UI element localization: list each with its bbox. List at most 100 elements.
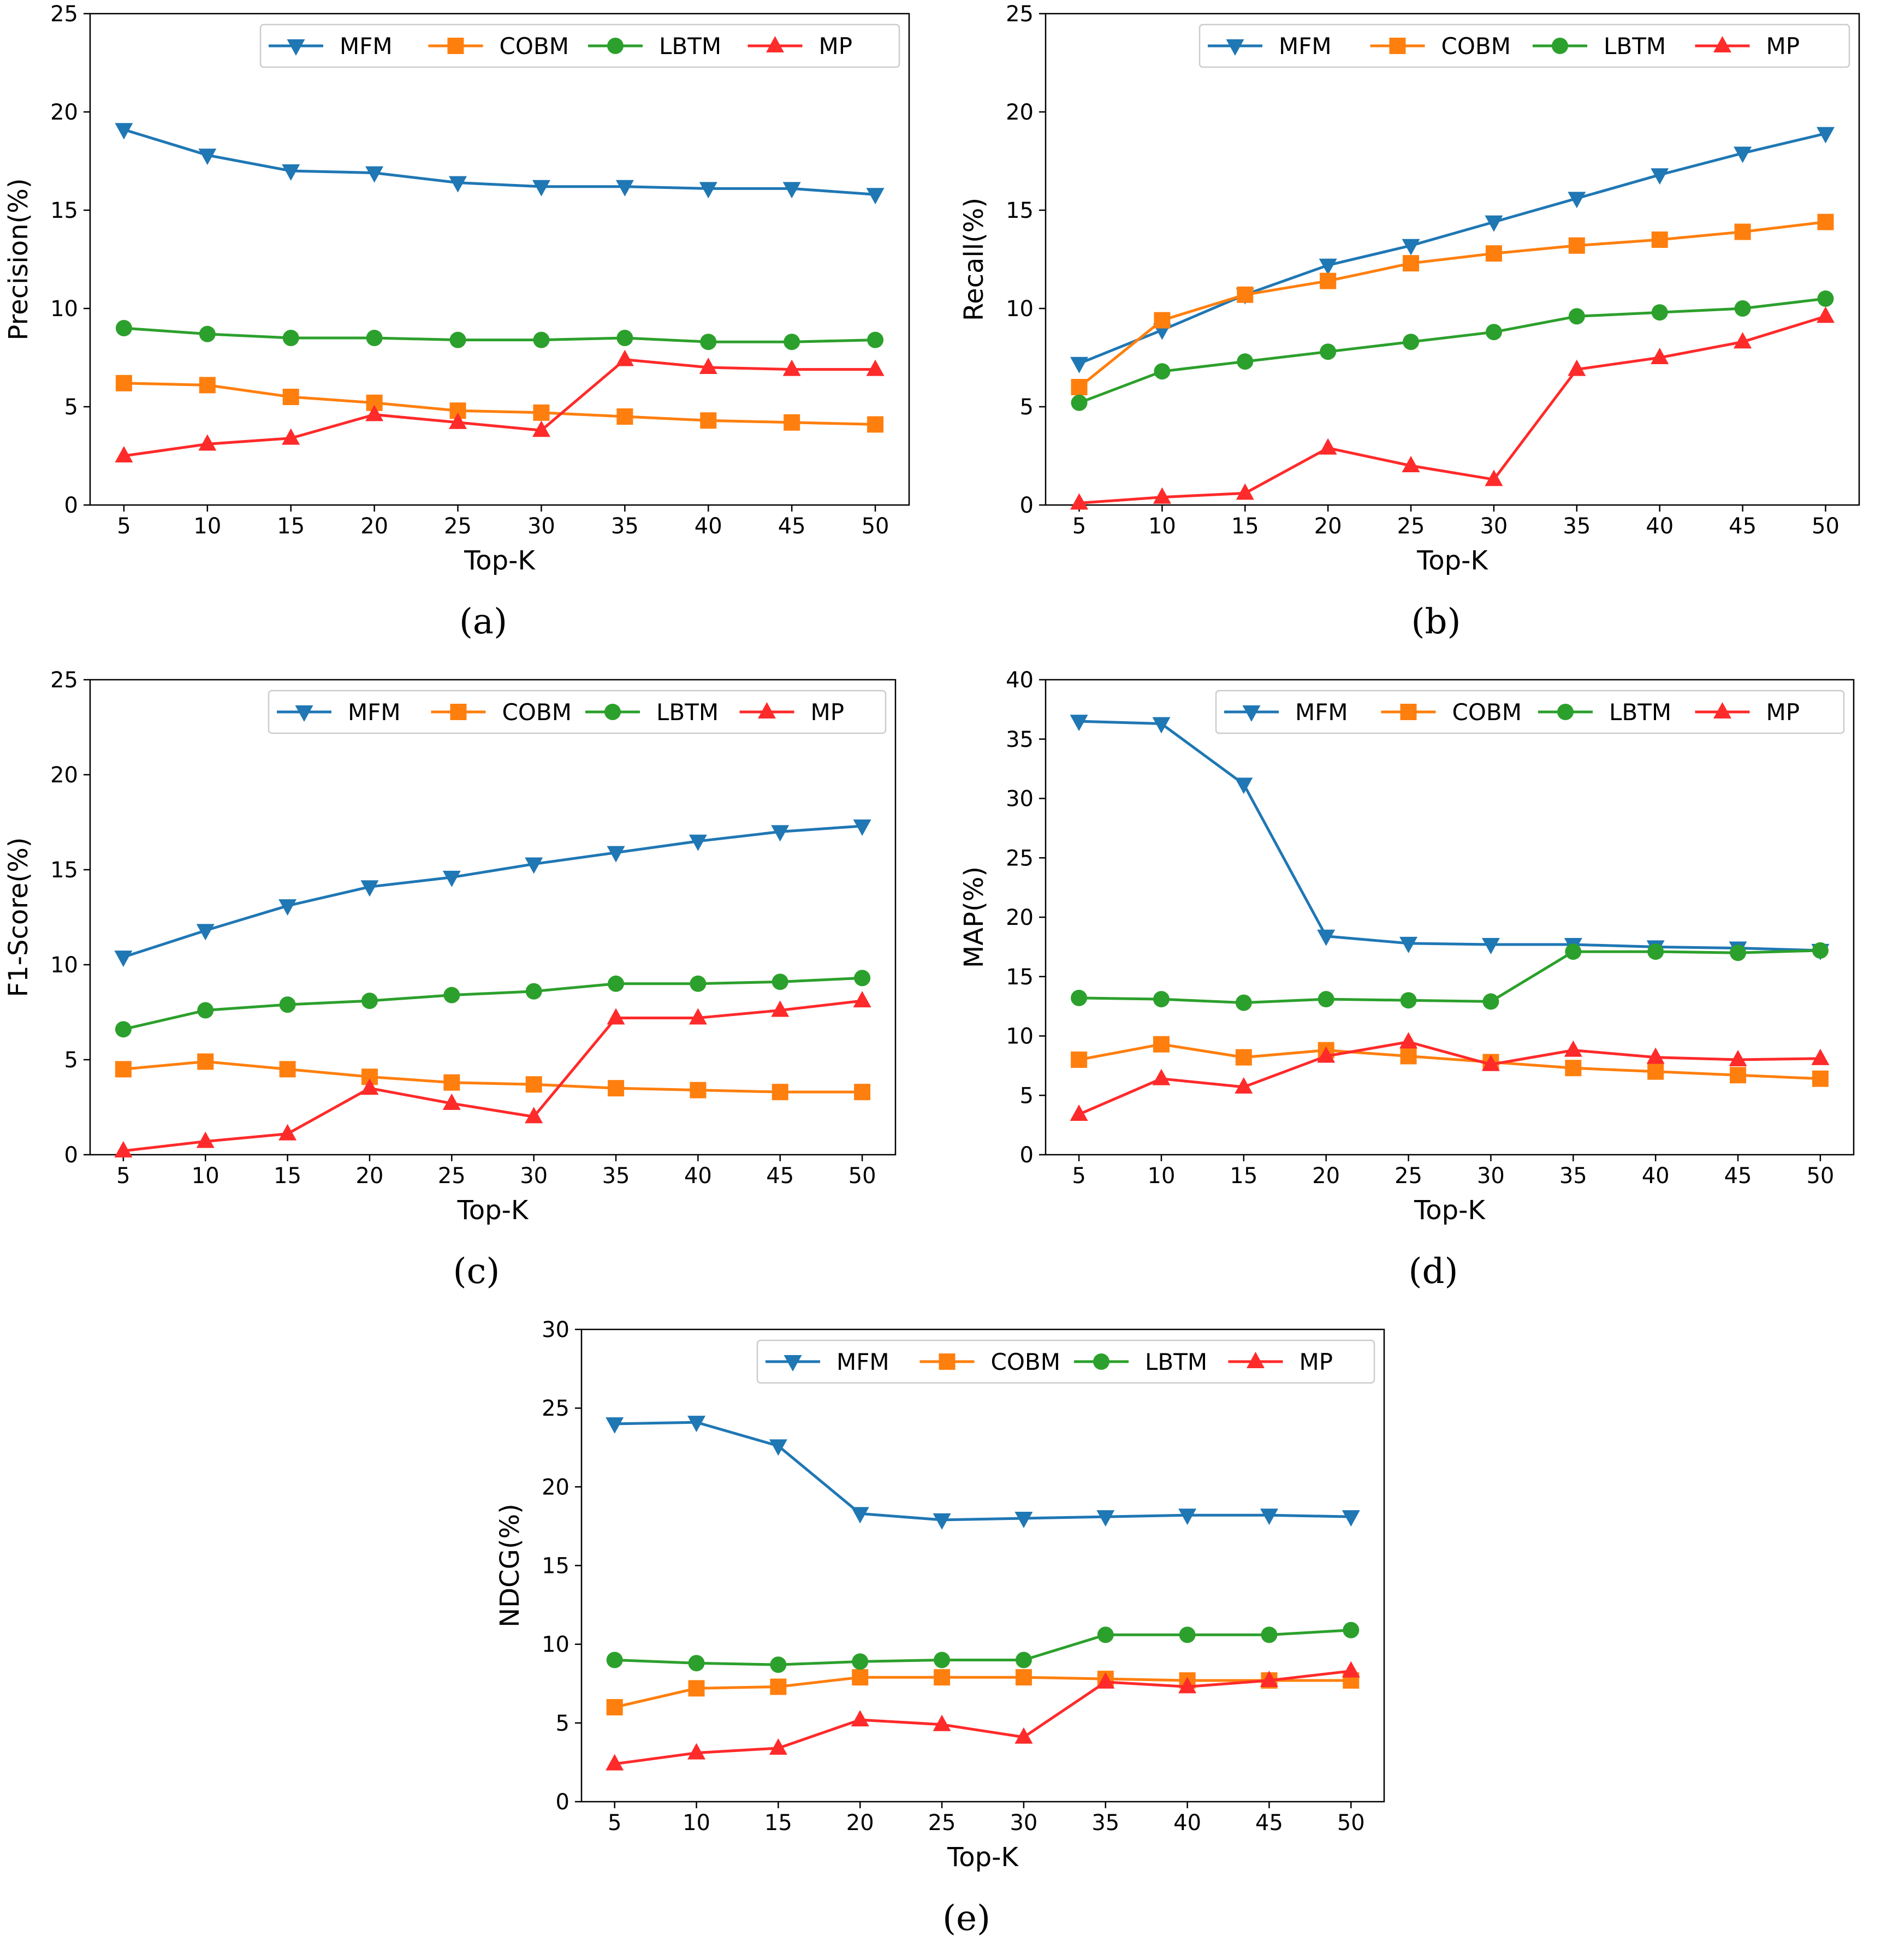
x-tick-label: 45 (1255, 1810, 1283, 1836)
legend-label-lbtm: LBTM (659, 33, 721, 60)
y-tick-label: 15 (1006, 965, 1034, 990)
legend-label-lbtm: LBTM (1145, 1349, 1207, 1375)
x-tick-label: 25 (444, 514, 472, 539)
data-point-mfm (282, 164, 300, 181)
data-point-lbtm (1071, 989, 1088, 1006)
legend-marker-mp (1247, 1352, 1265, 1368)
panel-caption: (e) (942, 1898, 990, 1939)
series-lbtm (115, 970, 871, 1038)
data-point-cobm (115, 375, 132, 391)
data-point-mp (365, 405, 384, 421)
x-tick-label: 25 (438, 1163, 466, 1189)
data-point-mp (449, 412, 467, 429)
x-axis-label: Top-K (947, 1842, 1019, 1873)
series-mp (1070, 1032, 1830, 1121)
data-point-mp (525, 1107, 543, 1124)
data-point-mfm (853, 819, 871, 836)
x-tick-label: 35 (602, 1163, 630, 1189)
y-tick-label: 0 (556, 1790, 569, 1815)
data-point-mfm (1317, 929, 1336, 946)
series-line-lbtm (123, 326, 876, 343)
data-point-mp (196, 1131, 215, 1148)
data-point-cobm (934, 1669, 951, 1686)
data-point-mfm (933, 1513, 951, 1530)
chart-panel-a: 5 10 15 20 25 30 35 40 45 50 0 5 10 15 20 25 Top-K Precis… (0, 0, 928, 655)
x-tick-label: 5 (117, 514, 130, 539)
data-point-cobm (1153, 1036, 1170, 1053)
data-point-mp (532, 420, 550, 437)
data-point-mp (442, 1094, 461, 1110)
series-mp (1070, 306, 1835, 510)
series-cobm (115, 1053, 871, 1101)
y-axis-label: NDCG(%) (495, 1504, 525, 1628)
chart-svg-d: 5 10 15 20 25 30 35 40 45 50 0 5 10 15 20 25 30 35 40 Top-K… (959, 668, 1855, 1292)
y-tick-label: 0 (1020, 1143, 1034, 1168)
data-point-mp (1646, 1047, 1665, 1064)
x-tick-label: 45 (766, 1163, 794, 1189)
legend-label-mfm: MFM (340, 33, 393, 60)
y-tick-label: 15 (1006, 198, 1034, 223)
x-tick-label: 30 (1480, 514, 1508, 539)
data-point-mp (1235, 1077, 1253, 1094)
legend-label-cobm: COBM (1452, 699, 1522, 726)
y-axis-label: Precision(%) (3, 178, 34, 340)
data-point-cobm (1400, 1048, 1417, 1065)
y-tick-label: 10 (542, 1632, 569, 1658)
data-point-cobm (1071, 379, 1088, 395)
data-point-lbtm (1734, 300, 1751, 317)
x-tick-label: 25 (928, 1810, 956, 1836)
data-point-mp (1402, 456, 1420, 472)
legend-marker-cobm (939, 1353, 956, 1370)
y-tick-label: 25 (542, 1396, 569, 1421)
data-point-cobm (115, 1061, 132, 1078)
legend-label-mfm: MFM (348, 699, 401, 726)
x-tick-label: 15 (1230, 1163, 1257, 1189)
legend-label-mp: MP (1766, 33, 1800, 60)
data-point-cobm (525, 1076, 542, 1093)
data-point-lbtm (1071, 394, 1088, 411)
data-point-mp (689, 1008, 707, 1025)
data-point-mp (360, 1078, 379, 1095)
chart-panel-c: 5 10 15 20 25 30 35 40 45 50 0 5 10 15 20 25 Top-K F1-Sco… (0, 663, 928, 1297)
data-point-mp (1811, 1048, 1830, 1065)
data-point-mp (1260, 1670, 1278, 1687)
data-point-lbtm (533, 331, 550, 348)
data-point-lbtm (1482, 993, 1499, 1010)
legend-label-lbtm: LBTM (1604, 33, 1666, 60)
data-point-lbtm (443, 987, 460, 1003)
x-tick-label: 20 (1312, 1163, 1340, 1189)
data-point-mp (1481, 1054, 1500, 1071)
x-tick-label: 5 (116, 1163, 130, 1189)
series-mfm (115, 123, 885, 205)
y-axis-label: Recall(%) (959, 198, 989, 321)
data-point-mp (1319, 438, 1337, 455)
x-tick-label: 10 (193, 514, 221, 539)
data-point-cobm (443, 1074, 460, 1091)
legend-box (259, 23, 900, 68)
data-point-cobm (616, 408, 633, 425)
data-point-cobm (1320, 272, 1337, 289)
y-tick-label: 20 (50, 763, 78, 788)
data-point-cobm (1235, 1049, 1252, 1066)
x-tick-label: 15 (274, 1163, 301, 1189)
x-tick-label: 30 (1477, 1163, 1505, 1189)
x-tick-label: 50 (1812, 514, 1840, 539)
series-line-mp (1079, 315, 1826, 504)
data-point-lbtm (366, 330, 383, 346)
legend-marker-cobm (447, 38, 464, 54)
x-tick-label: 15 (277, 514, 305, 539)
x-axis-label: Top-K (1416, 545, 1488, 576)
legend-marker-cobm (450, 704, 467, 720)
data-point-lbtm (1400, 992, 1417, 1009)
data-point-lbtm (934, 1652, 951, 1668)
data-point-cobm (1812, 1070, 1829, 1087)
legend: MFM COBM LBTM MP (756, 1339, 1375, 1384)
y-tick-label: 20 (50, 100, 78, 125)
data-point-mfm (1734, 146, 1752, 163)
data-point-mp (607, 1008, 625, 1025)
data-point-mfm (449, 176, 467, 193)
chart-svg-c: 5 10 15 20 25 30 35 40 45 50 0 5 10 15 20 25 Top-K F1-Sco… (3, 668, 897, 1292)
series-cobm (1071, 213, 1834, 395)
panel-caption: (a) (459, 602, 507, 642)
data-point-cobm (770, 1678, 787, 1695)
